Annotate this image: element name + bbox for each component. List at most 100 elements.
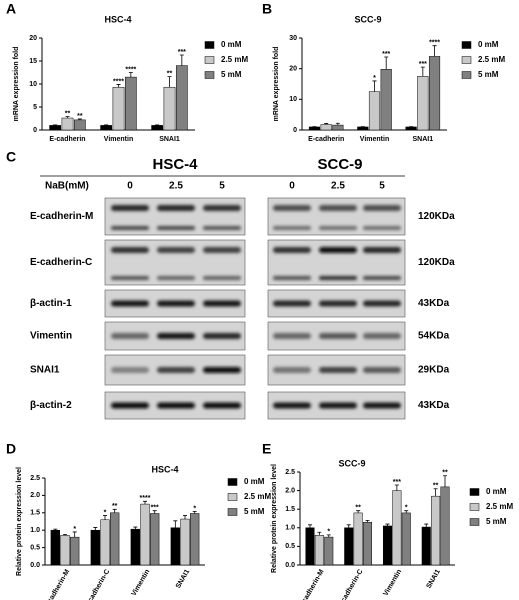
y-tick-label: 10 — [29, 81, 37, 88]
error-bar — [192, 511, 197, 514]
error-bar — [133, 526, 138, 530]
error-bar — [183, 515, 187, 520]
x-tick-label: Vimentin — [382, 568, 403, 597]
legend-label: 0 mM — [478, 40, 499, 49]
x-tick-label: E-cadherin — [49, 136, 85, 143]
blot-band — [157, 402, 195, 409]
y-axis-label: mRNA expression fold — [273, 47, 280, 122]
significance-label: * — [73, 526, 76, 533]
dose-label: 0 — [289, 181, 295, 192]
bar — [421, 526, 431, 566]
x-tick-label: E-cadherin — [308, 136, 344, 143]
error-bar — [346, 524, 351, 528]
bar — [417, 76, 429, 131]
bar — [357, 126, 369, 131]
y-tick-label: 2.0 — [30, 492, 40, 499]
bar — [49, 125, 62, 131]
significance-label: * — [104, 509, 107, 516]
significance-label: **** — [113, 78, 124, 85]
dose-label: 0 — [127, 181, 133, 192]
significance-label: **** — [125, 66, 136, 73]
bar — [344, 527, 354, 566]
blot-band — [203, 402, 241, 409]
blot-band — [319, 205, 357, 211]
blot-band — [203, 333, 241, 339]
blot-band — [111, 333, 149, 339]
dose-label: 2.5 — [331, 181, 345, 192]
bar — [124, 76, 137, 131]
error-bar — [365, 519, 370, 523]
legend-swatch — [204, 41, 215, 49]
x-tick-label: Vimentin — [104, 136, 133, 143]
blot-band — [363, 276, 401, 280]
y-tick-label: 5 — [33, 104, 37, 111]
bar — [151, 125, 164, 131]
blot-band — [203, 226, 241, 230]
bar — [431, 495, 441, 566]
x-tick-label: E-cadherin-C — [83, 568, 111, 600]
bar — [180, 518, 190, 566]
x-tick-label: E-cadherin-M — [297, 568, 325, 600]
size-label: 120KDa — [418, 211, 455, 222]
y-tick-label: 30 — [289, 35, 297, 42]
error-bar — [93, 527, 98, 531]
blot-band — [319, 247, 357, 253]
significance-label: * — [405, 505, 408, 512]
blot-band — [319, 402, 357, 409]
y-tick-label: 0 — [33, 127, 37, 134]
blot-band — [111, 205, 149, 211]
panel-letter: C — [6, 149, 16, 165]
blot-band — [203, 205, 241, 211]
size-label: 54KDa — [418, 331, 450, 342]
y-tick-label: 2.0 — [285, 487, 295, 494]
blot-band — [157, 247, 195, 253]
blot-band — [363, 247, 401, 253]
error-bar — [65, 116, 70, 119]
cell-line-label: HSC-4 — [152, 156, 198, 173]
legend-label: 0 mM — [221, 40, 242, 49]
error-bar — [356, 510, 361, 513]
bar — [73, 119, 86, 131]
panel-letter: B — [262, 1, 272, 17]
blot-band — [273, 367, 311, 373]
dose-label: 5 — [379, 181, 385, 192]
legend-label: 5 mM — [486, 517, 507, 526]
legend-swatch — [227, 493, 238, 501]
blot-band — [111, 226, 149, 230]
bar — [50, 529, 60, 566]
legend-swatch — [469, 488, 480, 496]
bar — [405, 126, 417, 131]
y-tick-label: 1.0 — [30, 527, 40, 534]
significance-label: * — [327, 529, 330, 536]
significance-label: *** — [382, 51, 390, 58]
blot-band — [319, 300, 357, 307]
legend-label: 2.5 mM — [221, 55, 248, 64]
error-bar — [103, 515, 107, 520]
x-tick-label: Vimentin — [131, 568, 152, 597]
y-tick-label: 1.0 — [285, 525, 295, 532]
legend-swatch — [204, 56, 215, 64]
blot-band — [111, 402, 149, 409]
blot-band — [273, 226, 311, 230]
blot-band — [111, 300, 149, 307]
error-bar — [394, 484, 399, 491]
error-bar — [173, 520, 178, 528]
chart-title: SCC-9 — [354, 14, 381, 24]
y-tick-label: 0.0 — [30, 562, 40, 569]
bar — [305, 527, 315, 566]
error-bar — [77, 118, 82, 120]
significance-label: ** — [355, 505, 361, 512]
panel-letter: D — [6, 441, 16, 457]
x-tick-label: SNAI1 — [426, 568, 442, 589]
bar — [130, 528, 140, 566]
y-tick-label: 2.5 — [285, 469, 295, 476]
blot-band — [319, 226, 357, 230]
protein-label: E-cadherin-C — [30, 257, 92, 268]
dose-label: 2.5 — [169, 181, 183, 192]
legend-swatch — [469, 503, 480, 511]
legend-label: 2.5 mM — [244, 492, 271, 501]
error-bar — [324, 123, 329, 125]
y-axis-label: Relative protein expression level — [16, 467, 23, 576]
error-bar — [443, 475, 448, 487]
blot-band — [111, 367, 149, 373]
